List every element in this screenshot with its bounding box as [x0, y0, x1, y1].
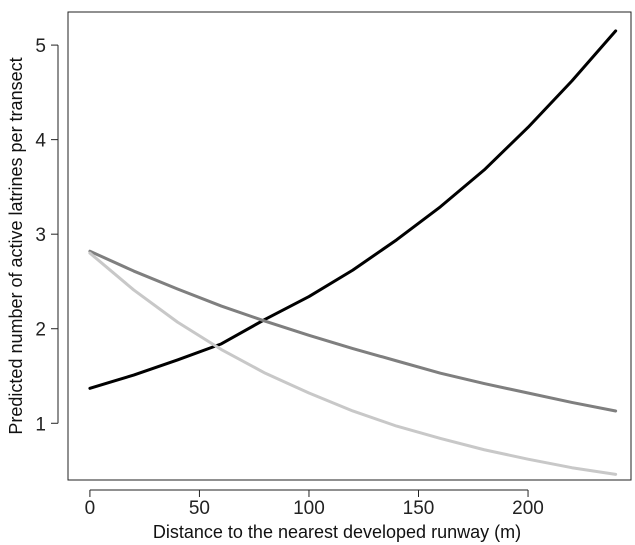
x-tick-label: 0	[85, 498, 96, 519]
plot-frame	[67, 11, 632, 481]
y-tick-label: 1	[35, 414, 46, 435]
y-tick-label: 2	[35, 320, 46, 341]
x-tick-label: 100	[293, 498, 325, 519]
x-axis: 0 50 100 150 200	[85, 489, 544, 519]
y-tick-label: 4	[35, 131, 46, 152]
y-axis: 1 2 3 4 5	[35, 36, 59, 435]
x-tick-label: 50	[189, 498, 210, 519]
y-axis-title: Predicted number of active latrines per …	[6, 57, 26, 434]
x-axis-title: Distance to the nearest developed runway…	[153, 522, 521, 542]
x-tick-label: 150	[403, 498, 435, 519]
y-tick-label: 5	[35, 36, 46, 57]
series-line-3	[88, 251, 618, 476]
series-layer	[88, 29, 618, 476]
x-tick-label: 200	[512, 498, 544, 519]
series-line-2	[88, 249, 618, 413]
y-tick-label: 3	[35, 225, 46, 246]
series-line-1	[88, 29, 618, 390]
